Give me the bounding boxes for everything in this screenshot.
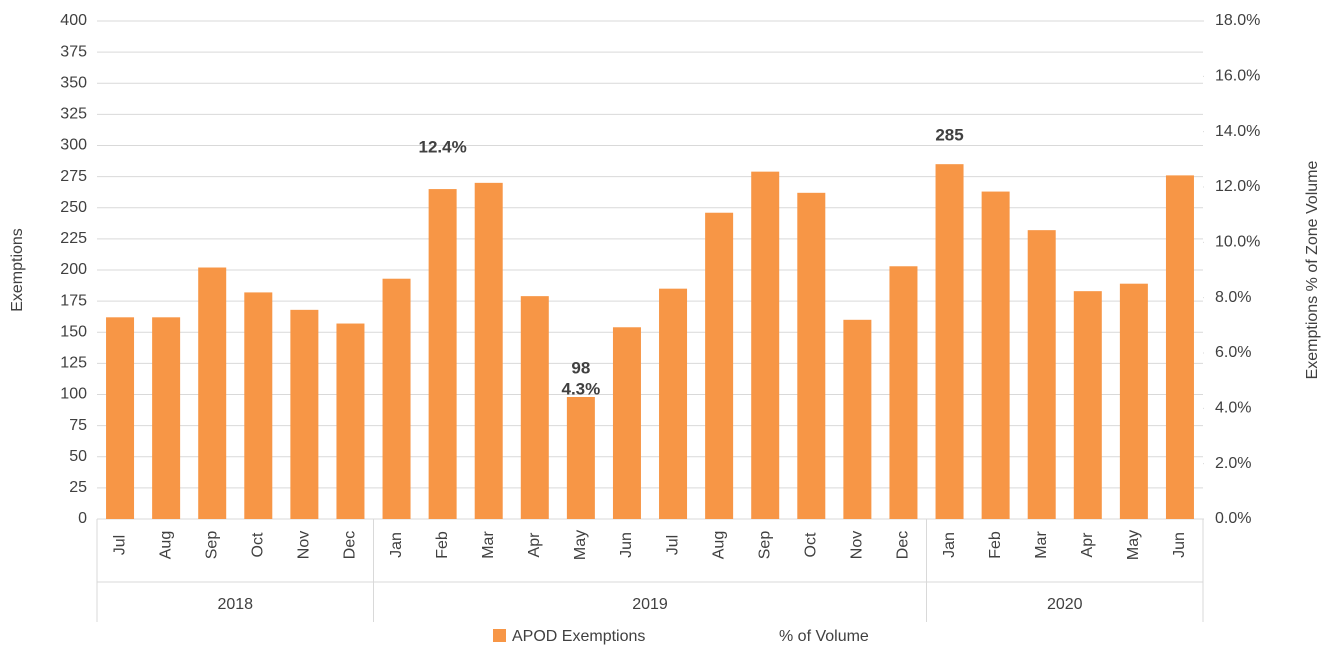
legend-label: APOD Exemptions: [512, 628, 645, 645]
bar: [1119, 283, 1148, 519]
data-label: 285: [935, 126, 963, 145]
bar: [843, 319, 872, 519]
y-tick-label: 350: [60, 74, 87, 91]
x-tick-label: May: [1125, 530, 1142, 560]
x-tick-label: Jun: [1171, 532, 1188, 558]
x-tick-label: Sep: [756, 531, 773, 560]
x-tick-label: Jan: [941, 532, 958, 558]
bar: [705, 212, 734, 520]
year-label: 2020: [1047, 596, 1083, 613]
x-tick-label: Mar: [1033, 531, 1050, 559]
x-tick-label: Oct: [803, 532, 820, 557]
y-tick-label: 275: [60, 168, 87, 185]
y-tick-label: 0: [78, 510, 87, 527]
bar: [751, 171, 780, 519]
y2-tick-label: 12.0%: [1215, 178, 1260, 195]
x-tick-label: Apr: [526, 532, 543, 558]
x-tick-label: Jan: [388, 532, 405, 558]
y-tick-label: 250: [60, 199, 87, 216]
y2-tick-label: 2.0%: [1215, 455, 1251, 472]
x-tick-label: Nov: [849, 531, 866, 559]
x-tick-label: Dec: [895, 531, 912, 559]
y2-tick-label: 10.0%: [1215, 234, 1260, 251]
bar: [889, 266, 918, 519]
legend-swatch: [493, 629, 506, 642]
bar: [290, 309, 319, 519]
x-tick-label: Aug: [157, 531, 174, 559]
y-tick-label: 200: [60, 261, 87, 278]
bar: [336, 323, 365, 519]
data-label: 12.4%: [419, 137, 467, 156]
y-tick-label: 300: [60, 137, 87, 154]
y-tick-label: 175: [60, 292, 87, 309]
y-tick-label: 50: [69, 448, 87, 465]
bar: [474, 182, 503, 519]
data-label: 98: [571, 358, 590, 377]
x-tick-label: Aug: [710, 531, 727, 559]
y-tick-label: 375: [60, 43, 87, 60]
y2-tick-label: 14.0%: [1215, 123, 1260, 140]
y2-tick-label: 16.0%: [1215, 68, 1260, 85]
bar: [244, 292, 273, 519]
y-tick-label: 150: [60, 323, 87, 340]
bar: [1165, 175, 1194, 519]
bar: [382, 278, 411, 519]
y-tick-label: 225: [60, 230, 87, 247]
x-tick-label: Sep: [203, 531, 220, 560]
x-tick-label: Apr: [1079, 532, 1096, 558]
bar: [612, 327, 641, 519]
y2-tick-label: 0.0%: [1215, 510, 1251, 527]
x-tick-label: Dec: [342, 531, 359, 559]
bar: [1027, 230, 1056, 519]
bar: [106, 317, 135, 519]
y-axis-label: Exemptions: [9, 228, 26, 312]
y2-tick-label: 18.0%: [1215, 12, 1260, 29]
y-tick-label: 125: [60, 355, 87, 372]
bar: [152, 317, 181, 519]
bar: [566, 396, 595, 519]
year-label: 2019: [632, 596, 668, 613]
legend-label: % of Volume: [779, 628, 869, 645]
x-tick-label: Feb: [987, 531, 1004, 559]
x-tick-label: Jun: [618, 532, 635, 558]
bar: [198, 267, 227, 519]
y2-axis-label: Exemptions % of Zone Volume: [1304, 161, 1321, 380]
data-label: 4.3%: [562, 380, 601, 399]
y2-tick-label: 4.0%: [1215, 400, 1251, 417]
year-label: 2018: [217, 596, 253, 613]
y2-tick-label: 8.0%: [1215, 289, 1251, 306]
bar: [935, 164, 964, 520]
bar: [520, 296, 549, 519]
y-tick-label: 325: [60, 106, 87, 123]
x-tick-label: Nov: [296, 531, 313, 559]
x-tick-label: Mar: [480, 531, 497, 559]
y2-tick-label: 6.0%: [1215, 344, 1251, 361]
y-tick-label: 25: [69, 479, 87, 496]
y-tick-label: 100: [60, 386, 87, 403]
x-tick-label: Jul: [111, 535, 128, 555]
y-tick-label: 400: [60, 12, 87, 29]
bar: [659, 288, 688, 519]
bar: [1073, 291, 1102, 519]
x-tick-label: Feb: [434, 531, 451, 559]
x-tick-label: Oct: [250, 532, 267, 557]
x-tick-label: May: [572, 530, 589, 560]
x-tick-label: Jul: [664, 535, 681, 555]
bar: [428, 189, 457, 519]
y-tick-label: 75: [69, 417, 87, 434]
bar: [797, 192, 826, 519]
bar: [981, 191, 1010, 519]
